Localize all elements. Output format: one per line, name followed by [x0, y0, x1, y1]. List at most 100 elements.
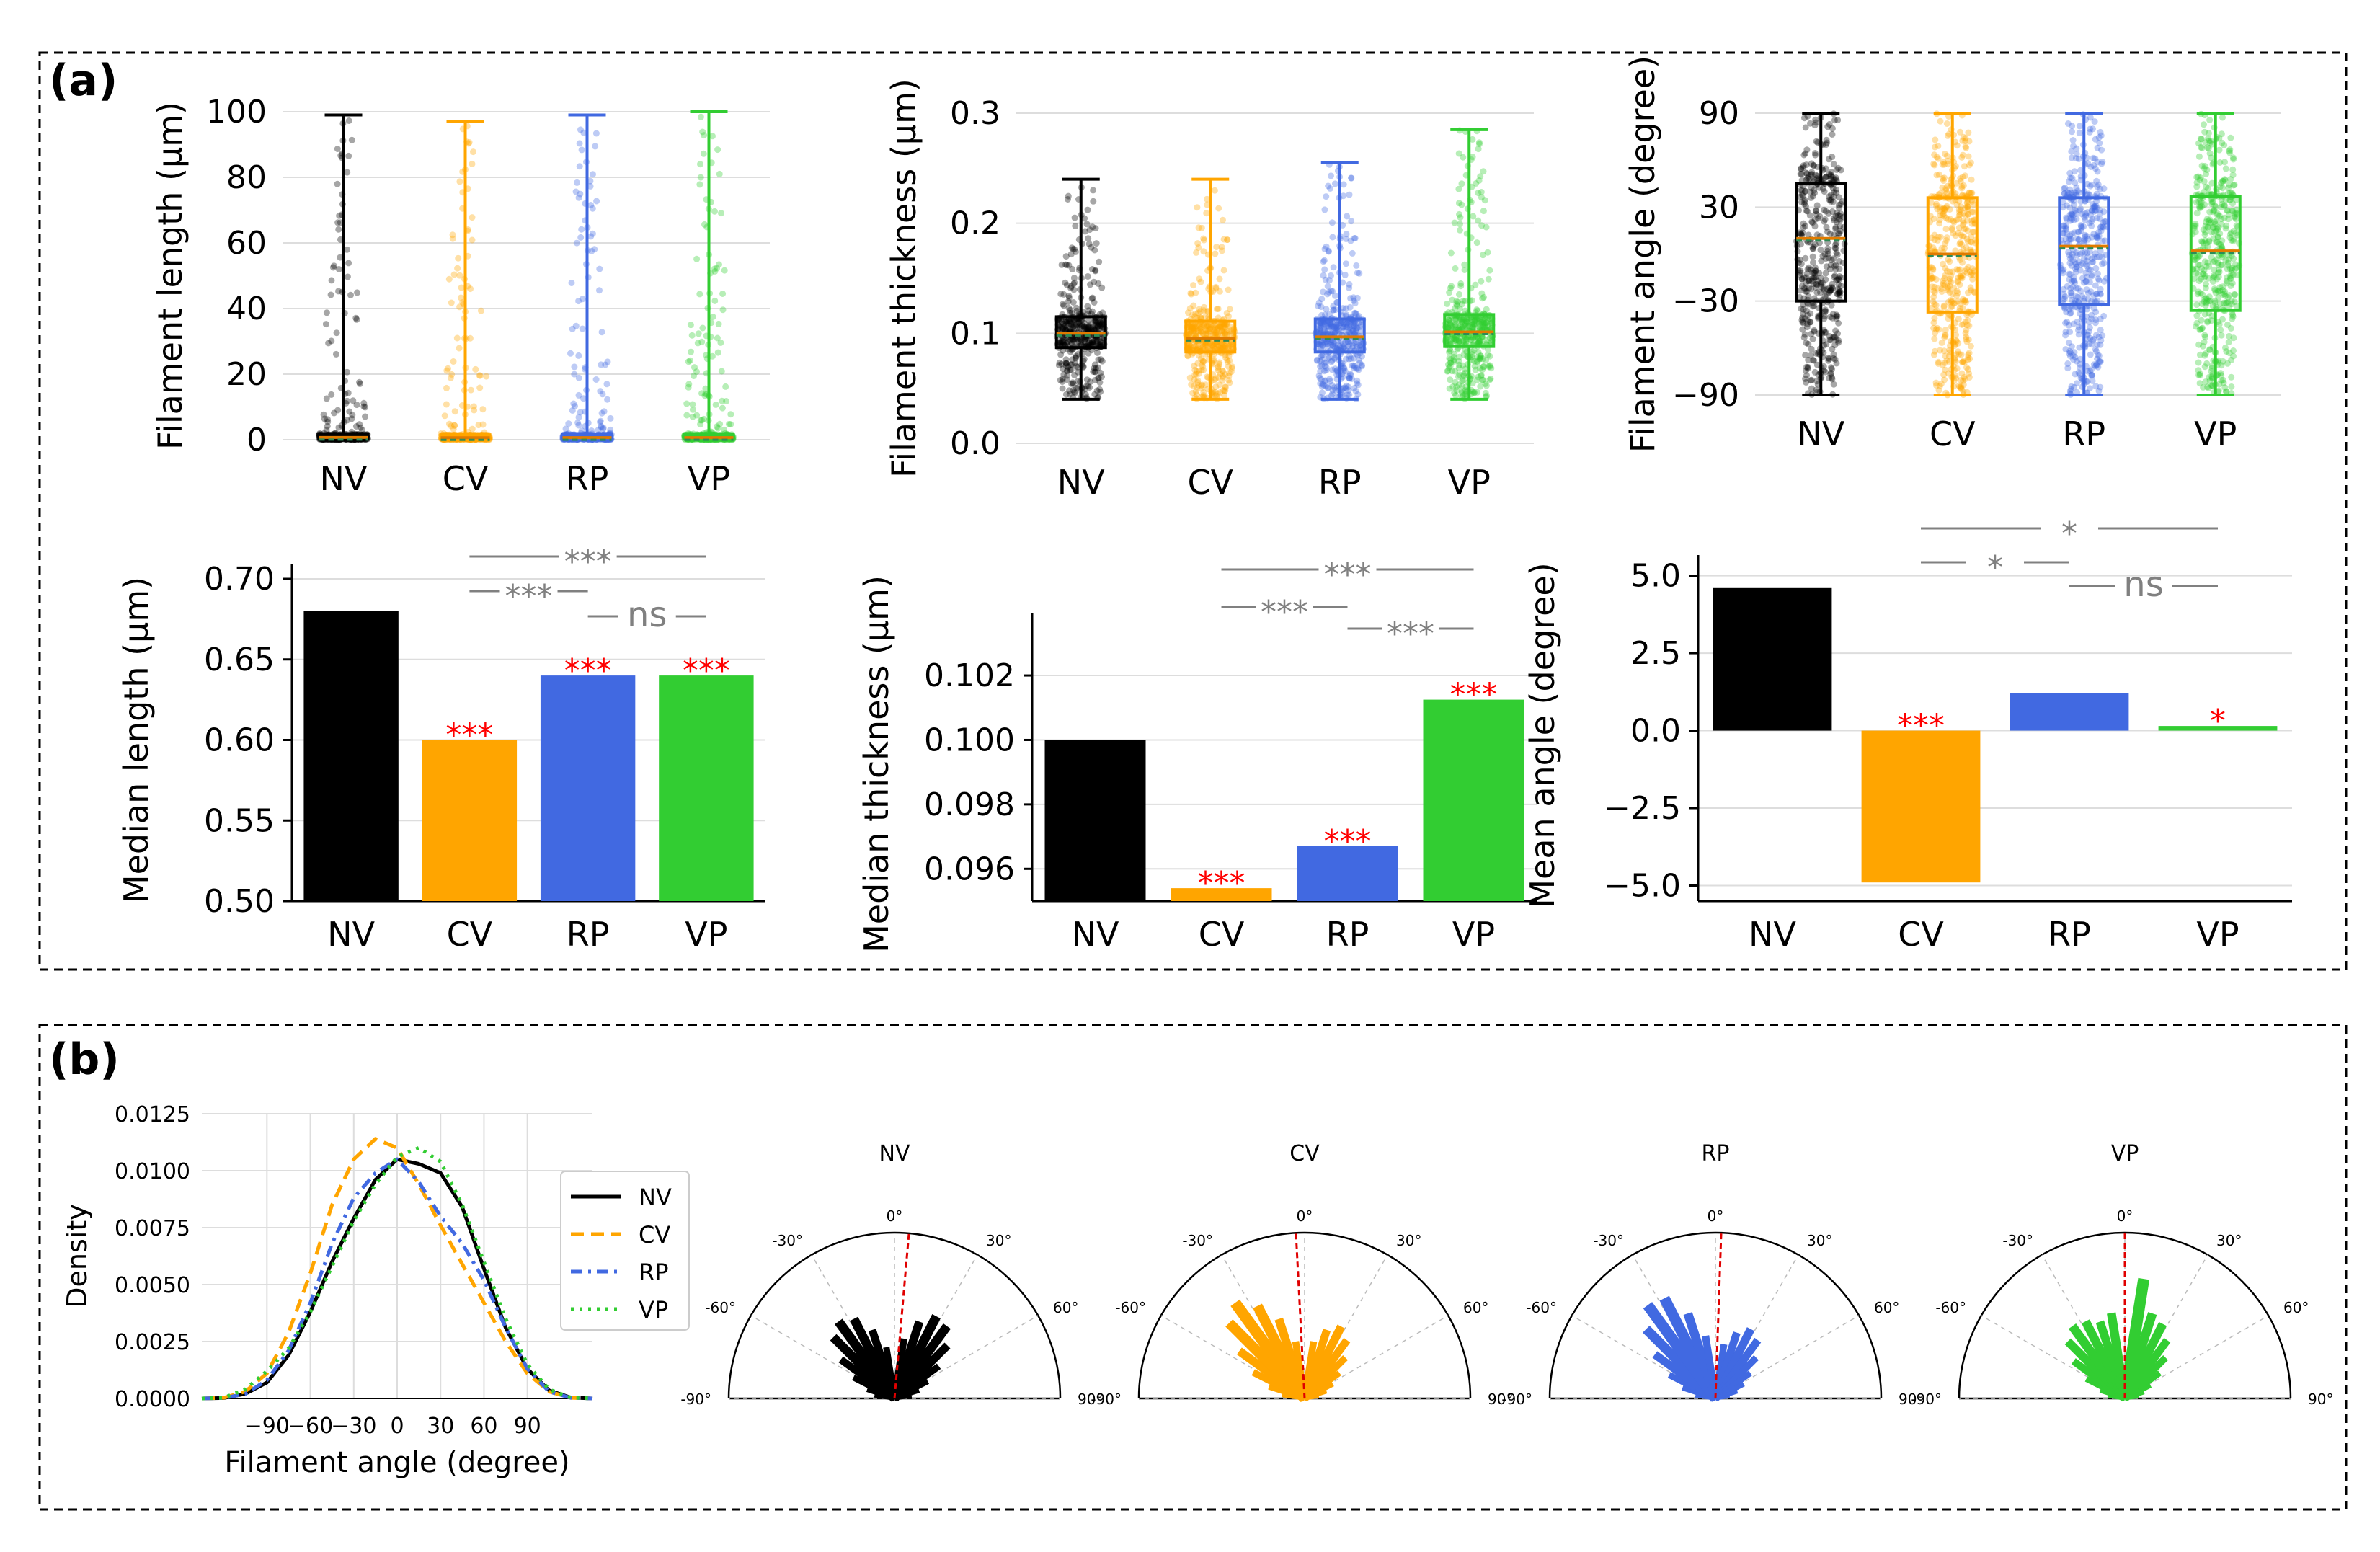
scatter-point	[1948, 226, 1955, 233]
scatter-point	[330, 262, 337, 270]
scatter-point	[1223, 310, 1230, 316]
scatter-point	[712, 401, 719, 408]
scatter-point	[1808, 345, 1815, 352]
scatter-point	[1452, 265, 1459, 272]
scatter-point	[1475, 139, 1483, 146]
scatter-point	[1448, 340, 1455, 346]
scatter-point	[1802, 279, 1809, 286]
scatter-point	[353, 316, 360, 323]
scatter-point	[1063, 376, 1070, 383]
scatter-point	[1946, 205, 1953, 213]
scatter-point	[1451, 219, 1458, 226]
scatter-point	[1968, 190, 1975, 197]
scatter-point	[1343, 231, 1350, 238]
scatter-point	[718, 210, 724, 217]
scatter-point	[716, 170, 723, 177]
scatter-point	[1953, 365, 1961, 372]
scatter-point	[1478, 278, 1485, 285]
scatter-point	[1095, 374, 1102, 381]
scatter-point	[1203, 210, 1210, 217]
scatter-point	[1811, 150, 1819, 156]
scatter-point	[1940, 303, 1948, 311]
scatter-point	[699, 324, 706, 332]
scatter-point	[1331, 324, 1338, 331]
scatter-point	[1831, 117, 1838, 124]
scatter-point	[1823, 223, 1830, 231]
x-tick-label: NV	[1057, 463, 1105, 502]
scatter-point	[325, 340, 332, 347]
scatter-point	[1831, 356, 1839, 363]
scatter-point	[604, 396, 611, 403]
y-tick-label: 100	[206, 94, 267, 130]
scatter-point	[1800, 285, 1808, 292]
scatter-point	[1097, 339, 1104, 346]
scatter-point	[1092, 368, 1099, 376]
scatter-point	[1937, 117, 1944, 125]
scatter-point	[471, 403, 477, 410]
scatter-point	[1967, 342, 1974, 350]
scatter-point	[344, 368, 350, 376]
scatter-point	[572, 322, 580, 329]
x-tick-label: NV	[320, 459, 368, 498]
scatter-point	[1348, 218, 1355, 225]
scatter-point	[693, 255, 701, 262]
scatter-point	[697, 113, 704, 120]
scatter-point	[1072, 389, 1079, 396]
scatter-point	[2087, 351, 2094, 358]
y-tick-label: 90	[1699, 95, 1739, 132]
scatter-point	[449, 231, 456, 239]
scatter-point	[579, 325, 586, 332]
scatter-point	[328, 277, 335, 284]
scatter-point	[335, 266, 342, 272]
y-tick-label: 30	[1699, 189, 1739, 226]
scatter-point	[1475, 349, 1482, 356]
y-tick-label: −90	[1672, 377, 1739, 414]
scatter-point	[698, 338, 706, 345]
scatter-point	[356, 421, 363, 428]
scatter-point	[1456, 210, 1462, 218]
scatter-point	[1323, 382, 1329, 389]
scatter-point	[1219, 340, 1226, 347]
scatter-point	[1959, 217, 1966, 224]
y-tick-label: 0.0	[950, 425, 1000, 462]
scatter-point	[479, 421, 487, 428]
scatter-point	[685, 383, 692, 391]
scatter-point	[709, 314, 716, 320]
scatter-point	[696, 291, 703, 298]
scatter-point	[1800, 162, 1807, 169]
scatter-point	[696, 181, 703, 188]
scatter-point	[1199, 330, 1207, 337]
scatter-point	[1344, 213, 1351, 220]
scatter-point	[466, 334, 474, 342]
scatter-point	[1821, 188, 1828, 195]
scatter-point	[1188, 381, 1195, 388]
scatter-point	[1938, 244, 1945, 252]
scatter-point	[1351, 385, 1358, 391]
scatter-point	[1092, 225, 1099, 232]
scatter-point	[483, 373, 490, 380]
scatter-point	[1810, 243, 1817, 250]
scatter-point	[344, 273, 351, 280]
scatter-point	[454, 265, 461, 272]
scatter-point	[697, 421, 704, 428]
scatter-point	[689, 406, 696, 413]
scatter-point	[2064, 283, 2071, 290]
scatter-point	[1347, 295, 1354, 302]
scatter-point	[1194, 384, 1201, 391]
scatter-point	[1930, 298, 1937, 305]
scatter-point	[1799, 326, 1806, 333]
panel-a-label: (a)	[49, 56, 117, 106]
scatter-point	[714, 146, 721, 154]
scatter-point	[1222, 383, 1229, 391]
scatter-point	[1937, 381, 1945, 387]
scatter-point	[458, 284, 465, 291]
scatter-point	[324, 416, 331, 423]
scatter-point	[1190, 282, 1196, 289]
scatter-point	[1070, 280, 1078, 288]
scatter-point	[1212, 250, 1219, 257]
scatter-point	[1965, 365, 1972, 373]
scatter-point	[1472, 281, 1479, 288]
scatter-point	[1803, 207, 1810, 214]
scatter-point	[1824, 245, 1831, 252]
